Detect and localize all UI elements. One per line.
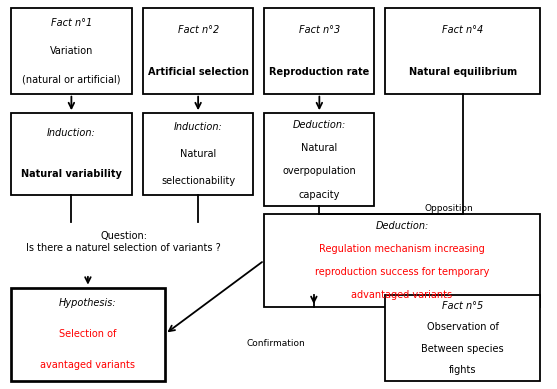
Text: Artificial selection: Artificial selection	[148, 67, 248, 77]
Bar	[11, 9, 132, 94]
Bar	[264, 113, 374, 206]
Text: Fact n°2: Fact n°2	[178, 25, 219, 35]
Text: Opposition: Opposition	[424, 203, 473, 212]
Text: Fact n°3: Fact n°3	[299, 25, 340, 35]
Text: fights: fights	[449, 365, 476, 375]
Text: Question:
Is there a naturel selection of variants ?: Question: Is there a naturel selection o…	[26, 231, 221, 253]
Text: selectionability: selectionability	[161, 176, 235, 186]
Text: Deduction:: Deduction:	[293, 120, 346, 130]
Text: Natural equilibrium: Natural equilibrium	[409, 67, 517, 77]
Text: Natural: Natural	[180, 149, 216, 159]
Text: Confirmation: Confirmation	[247, 339, 306, 348]
Text: Induction:: Induction:	[47, 128, 96, 138]
Text: Natural: Natural	[301, 143, 338, 153]
Bar	[264, 214, 540, 307]
Bar	[143, 9, 253, 94]
Text: Variation: Variation	[50, 46, 93, 56]
Text: Fact n°5: Fact n°5	[442, 301, 483, 311]
Text: (natural or artificial): (natural or artificial)	[22, 75, 121, 84]
Bar	[264, 9, 374, 94]
Text: Natural variability: Natural variability	[21, 169, 122, 179]
Text: Observation of: Observation of	[427, 322, 499, 332]
Text: Regulation mechanism increasing: Regulation mechanism increasing	[319, 244, 485, 254]
Bar	[385, 9, 540, 94]
Bar	[11, 113, 132, 194]
Text: capacity: capacity	[299, 189, 340, 200]
Text: avantaged variants: avantaged variants	[41, 360, 135, 370]
Text: Fact n°1: Fact n°1	[51, 18, 92, 28]
Text: advantaged variants: advantaged variants	[351, 290, 453, 300]
Text: Fact n°4: Fact n°4	[442, 25, 483, 35]
Text: Reproduction rate: Reproduction rate	[269, 67, 369, 77]
Text: Selection of: Selection of	[59, 329, 116, 339]
Bar	[143, 113, 253, 194]
Text: Deduction:: Deduction:	[375, 221, 429, 231]
Bar	[11, 287, 165, 380]
Text: Induction:: Induction:	[174, 122, 222, 131]
Text: reproduction success for temporary: reproduction success for temporary	[315, 267, 489, 277]
Text: Hypothesis:: Hypothesis:	[59, 298, 117, 308]
Bar	[385, 295, 540, 380]
Text: Between species: Between species	[421, 343, 504, 354]
Text: overpopulation: overpopulation	[282, 166, 356, 176]
